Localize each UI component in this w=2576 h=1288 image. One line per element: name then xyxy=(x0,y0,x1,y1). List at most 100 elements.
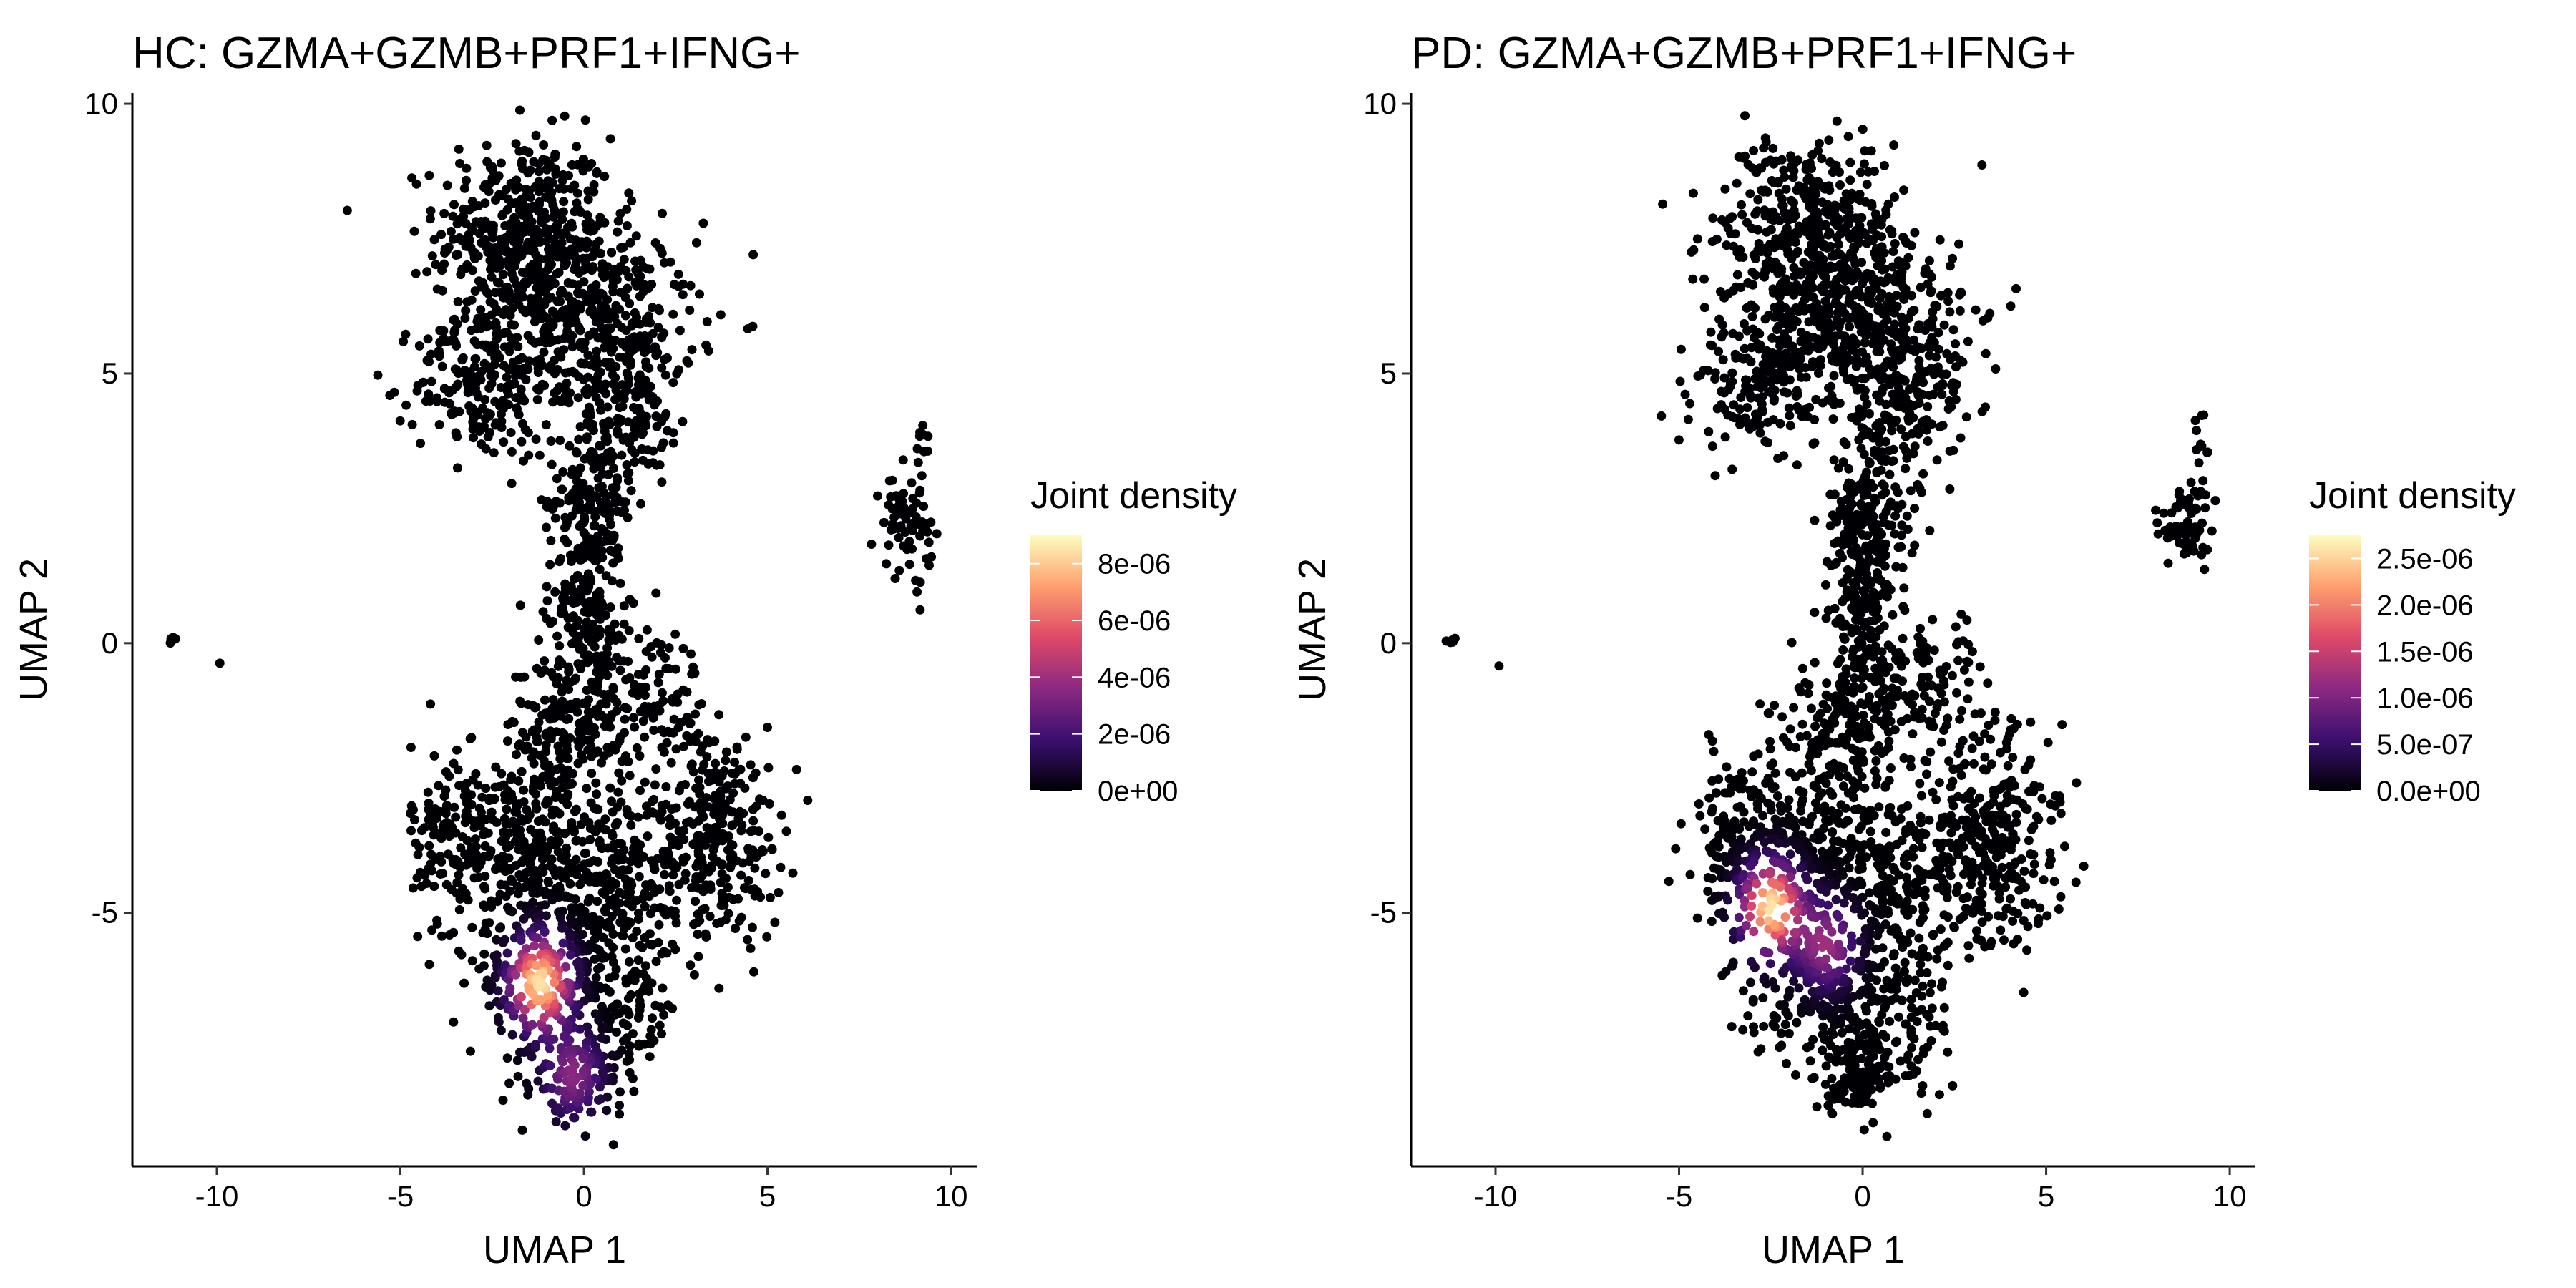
scatter-point xyxy=(1775,215,1785,225)
scatter-point xyxy=(2049,877,2059,887)
scatter-point xyxy=(1753,225,1762,235)
scatter-point xyxy=(1904,416,1914,426)
scatter-point xyxy=(524,1084,534,1093)
scatter-point xyxy=(2011,283,2021,293)
scatter-point xyxy=(1954,239,1963,249)
scatter-point xyxy=(642,810,652,820)
scatter-point xyxy=(1685,399,1694,409)
scatter-point xyxy=(674,786,684,796)
scatter-point xyxy=(480,395,490,404)
scatter-point xyxy=(884,500,894,510)
scatter-point xyxy=(507,479,517,489)
scatter-point xyxy=(562,715,572,724)
scatter-point xyxy=(523,168,533,178)
scatter-point xyxy=(422,267,432,277)
scatter-point xyxy=(550,152,560,162)
scatter-point xyxy=(1792,460,1802,470)
scatter-point xyxy=(651,351,661,361)
scatter-point xyxy=(1845,322,1855,332)
scatter-point xyxy=(551,1117,561,1126)
scatter-point xyxy=(693,930,703,939)
scatter-point xyxy=(1753,195,1763,205)
scatter-point xyxy=(1953,655,1963,665)
x-axis-title: UMAP 1 xyxy=(483,1229,626,1272)
scatter-point xyxy=(509,320,519,330)
scatter-point xyxy=(601,389,611,399)
scatter-point xyxy=(464,205,474,215)
scatter-point xyxy=(624,957,634,967)
scatter-point xyxy=(429,751,439,761)
scatter-point xyxy=(622,221,632,230)
scatter-point xyxy=(552,474,562,484)
scatter-point xyxy=(557,923,567,933)
scatter-point xyxy=(776,810,786,820)
scatter-point xyxy=(1860,146,1870,156)
scatter-points xyxy=(165,105,942,1150)
scatter-point xyxy=(1773,454,1783,463)
scatter-point xyxy=(560,855,570,865)
scatter-point xyxy=(449,1017,459,1027)
scatter-point xyxy=(660,354,669,364)
scatter-point xyxy=(1845,157,1855,167)
scatter-point xyxy=(414,341,424,351)
scatter-point xyxy=(669,280,679,290)
scatter-point xyxy=(1901,464,1911,474)
scatter-point xyxy=(1978,316,1988,326)
scatter-point xyxy=(583,608,593,618)
scatter-point xyxy=(427,251,437,261)
scatter-point xyxy=(504,865,514,875)
scatter-point xyxy=(583,195,593,205)
scatter-point xyxy=(657,1029,666,1039)
scatter-point xyxy=(459,183,469,193)
scatter-point xyxy=(432,919,442,929)
scatter-point xyxy=(507,447,517,457)
scatter-point xyxy=(566,919,576,929)
scatter-point xyxy=(1843,132,1853,142)
scatter-point xyxy=(462,297,472,307)
scatter-point xyxy=(1967,647,1977,657)
scatter-point xyxy=(1782,388,1792,398)
scatter-point xyxy=(1773,178,1783,188)
scatter-point xyxy=(924,560,934,570)
scatter-point xyxy=(932,529,942,539)
scatter-point xyxy=(597,1025,608,1035)
scatter-point xyxy=(560,260,570,270)
y-axis-title: UMAP 2 xyxy=(12,558,55,701)
scatter-point xyxy=(727,769,737,779)
scatter-point xyxy=(514,776,524,786)
scatter-point xyxy=(630,722,640,732)
scatter-point xyxy=(746,943,756,953)
scatter-point xyxy=(889,512,899,522)
scatter-point xyxy=(1841,439,1851,449)
scatter-point xyxy=(643,831,653,841)
scatter-point xyxy=(631,231,641,241)
scatter-point xyxy=(498,270,508,280)
scatter-point xyxy=(560,522,570,532)
scatter-point xyxy=(590,642,600,652)
scatter-point xyxy=(633,670,643,679)
scatter-point xyxy=(1878,265,1888,275)
scatter-point xyxy=(596,405,605,415)
scatter-point xyxy=(446,227,456,236)
scatter-point xyxy=(593,473,603,483)
scatter-point xyxy=(519,785,529,795)
scatter-point xyxy=(761,869,771,879)
scatter-point xyxy=(1847,550,1857,560)
scatter-point xyxy=(499,935,509,945)
scatter-point xyxy=(424,357,434,366)
scatter-point xyxy=(607,1050,617,1060)
scatter-point xyxy=(548,212,558,222)
scatter-point xyxy=(2190,416,2200,426)
scatter-point xyxy=(1824,135,1834,145)
scatter-point xyxy=(668,309,678,319)
scatter-point xyxy=(689,919,698,930)
scatter-point xyxy=(436,230,447,240)
scatter-point xyxy=(481,784,491,794)
scatter-point xyxy=(412,386,422,396)
scatter-point xyxy=(2207,526,2217,536)
scatter-point xyxy=(551,871,561,881)
scatter-point xyxy=(596,248,605,258)
scatter-point xyxy=(582,686,592,695)
scatter-point xyxy=(497,423,507,432)
scatter-point xyxy=(547,810,557,820)
